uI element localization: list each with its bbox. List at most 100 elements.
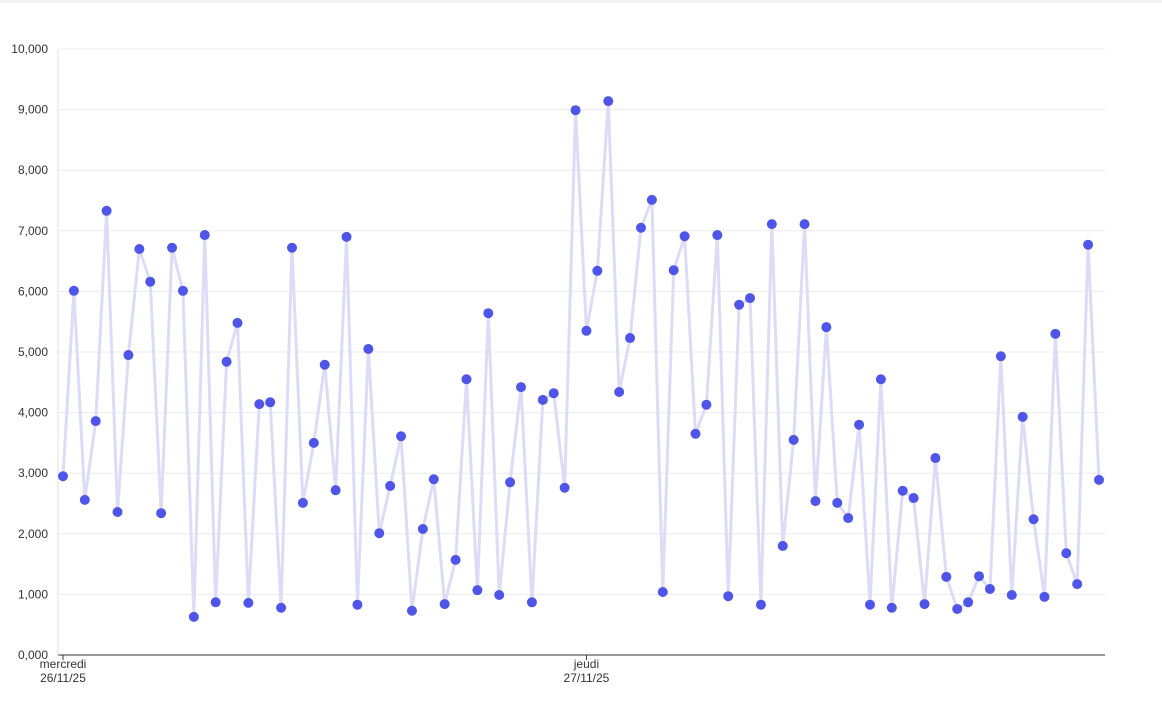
data-point[interactable]: [505, 477, 516, 488]
data-point[interactable]: [919, 599, 930, 610]
data-point[interactable]: [1072, 579, 1083, 590]
data-point[interactable]: [494, 590, 505, 601]
y-tick-label: 10,000: [11, 42, 48, 56]
data-point[interactable]: [156, 508, 167, 519]
data-point[interactable]: [123, 350, 134, 361]
data-point[interactable]: [1094, 474, 1104, 485]
data-point[interactable]: [101, 205, 112, 216]
data-point[interactable]: [679, 231, 690, 242]
data-point[interactable]: [254, 399, 265, 410]
data-point[interactable]: [330, 485, 341, 496]
data-point[interactable]: [406, 605, 417, 616]
data-point[interactable]: [1083, 239, 1094, 250]
data-point[interactable]: [821, 322, 832, 333]
data-point[interactable]: [1006, 590, 1017, 601]
data-point[interactable]: [1039, 591, 1050, 602]
data-point[interactable]: [428, 474, 439, 485]
data-point[interactable]: [210, 597, 221, 608]
data-point[interactable]: [625, 333, 636, 344]
data-point[interactable]: [221, 356, 232, 367]
data-point[interactable]: [243, 597, 254, 608]
data-point[interactable]: [1017, 411, 1028, 422]
data-point[interactable]: [177, 285, 188, 296]
y-tick-label: 2,000: [18, 527, 48, 541]
data-point[interactable]: [952, 603, 963, 614]
data-point[interactable]: [864, 599, 875, 610]
data-point[interactable]: [450, 554, 461, 565]
data-point[interactable]: [548, 388, 559, 399]
data-point[interactable]: [68, 285, 79, 296]
data-point[interactable]: [570, 105, 581, 116]
data-point[interactable]: [319, 359, 330, 370]
data-point[interactable]: [112, 506, 123, 517]
data-point[interactable]: [1050, 328, 1061, 339]
data-point[interactable]: [603, 96, 614, 107]
data-point[interactable]: [276, 602, 287, 613]
data-point[interactable]: [396, 431, 407, 442]
data-point[interactable]: [90, 416, 101, 427]
data-point[interactable]: [167, 242, 178, 253]
data-point[interactable]: [526, 597, 537, 608]
data-point[interactable]: [1061, 548, 1072, 559]
data-point[interactable]: [854, 419, 865, 430]
data-point[interactable]: [657, 586, 668, 597]
data-point[interactable]: [592, 265, 603, 276]
data-point[interactable]: [614, 386, 625, 397]
data-point[interactable]: [145, 276, 156, 287]
data-point[interactable]: [385, 480, 396, 491]
data-point[interactable]: [516, 382, 527, 393]
data-point[interactable]: [483, 308, 494, 319]
data-point[interactable]: [668, 265, 679, 276]
data-point[interactable]: [559, 482, 570, 493]
data-point[interactable]: [843, 513, 854, 524]
data-point[interactable]: [352, 599, 363, 610]
data-point[interactable]: [810, 496, 821, 507]
data-point[interactable]: [886, 602, 897, 613]
data-point[interactable]: [974, 571, 985, 582]
data-point[interactable]: [232, 317, 243, 328]
data-point[interactable]: [308, 437, 319, 448]
data-point[interactable]: [701, 399, 712, 410]
data-point[interactable]: [287, 242, 298, 253]
data-point[interactable]: [788, 434, 799, 445]
data-point[interactable]: [875, 374, 886, 385]
data-point[interactable]: [439, 599, 450, 610]
data-point[interactable]: [417, 523, 428, 534]
data-point[interactable]: [1028, 514, 1039, 525]
data-point[interactable]: [58, 471, 68, 482]
data-point[interactable]: [472, 585, 483, 596]
data-point[interactable]: [734, 299, 745, 310]
data-point[interactable]: [766, 219, 777, 230]
data-point[interactable]: [265, 397, 276, 408]
data-point[interactable]: [341, 231, 352, 242]
data-point[interactable]: [777, 540, 788, 551]
data-point[interactable]: [646, 194, 657, 205]
data-point[interactable]: [134, 243, 145, 254]
data-point[interactable]: [363, 343, 374, 354]
data-point[interactable]: [745, 293, 756, 304]
data-point[interactable]: [297, 497, 308, 508]
data-point[interactable]: [897, 485, 908, 496]
x-tick-sublabel: 26/11/25: [40, 671, 86, 685]
data-point[interactable]: [995, 351, 1006, 362]
data-point[interactable]: [581, 325, 592, 336]
data-point[interactable]: [723, 591, 734, 602]
data-point[interactable]: [799, 219, 810, 230]
data-point[interactable]: [374, 528, 385, 539]
data-point[interactable]: [461, 374, 472, 385]
data-point[interactable]: [188, 611, 199, 622]
data-point[interactable]: [908, 493, 919, 504]
data-point[interactable]: [941, 571, 952, 582]
data-point[interactable]: [755, 599, 766, 610]
data-point[interactable]: [712, 230, 723, 241]
data-point[interactable]: [199, 230, 210, 241]
data-point[interactable]: [832, 497, 843, 508]
data-point[interactable]: [690, 428, 701, 439]
data-point[interactable]: [635, 222, 646, 233]
data-point[interactable]: [984, 583, 995, 594]
data-point[interactable]: [537, 394, 548, 405]
series-line: [61, 99, 1101, 619]
data-point[interactable]: [79, 494, 90, 505]
data-point[interactable]: [963, 597, 974, 608]
data-point[interactable]: [930, 453, 941, 464]
